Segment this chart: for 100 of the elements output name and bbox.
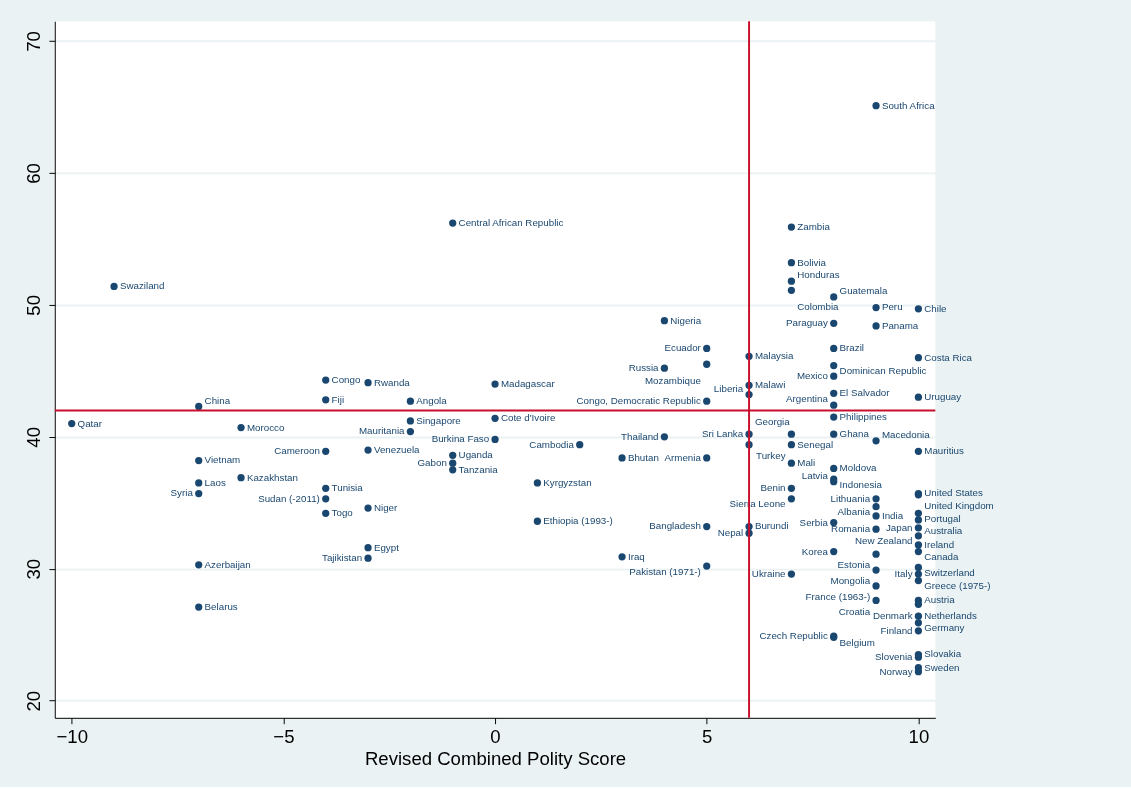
- annotation: Mali: [797, 457, 816, 469]
- annotation: Kazakhstan: [246, 471, 298, 483]
- y-tick-label: 40: [22, 426, 44, 448]
- y-tick-label: 50: [22, 295, 44, 316]
- annotation: Slovenia: [875, 651, 914, 663]
- annotation: Belarus: [204, 600, 238, 612]
- annotation: Azerbaijan: [204, 558, 251, 570]
- annotation: Estonia: [837, 559, 871, 571]
- annotation: Latvia: [801, 469, 829, 481]
- annotation: Ghana: [839, 428, 870, 440]
- annotation: Thailand: [621, 430, 659, 442]
- annotation: Fiji: [331, 393, 345, 405]
- annotation: France (1963-): [805, 591, 871, 603]
- x-tick-label: −5: [273, 725, 295, 747]
- annotation: Argentina: [786, 393, 829, 405]
- annotation: Malawi: [754, 379, 786, 391]
- annotation: Egypt: [373, 541, 400, 553]
- annotation: Honduras: [797, 269, 840, 281]
- annotation: Tajikistan: [322, 552, 363, 564]
- annotation: Mauritius: [924, 445, 964, 457]
- annotation: Singapore: [416, 414, 461, 426]
- annotation: Morocco: [246, 421, 285, 433]
- y-tick-label: 20: [22, 690, 44, 712]
- annotation: Swaziland: [119, 280, 165, 292]
- annotation: Cambodia: [529, 438, 575, 450]
- annotation: Armenia: [664, 451, 702, 463]
- annotation: Mexico: [796, 370, 829, 382]
- annotation: Niger: [373, 501, 399, 513]
- annotation: Mauritania: [358, 425, 406, 437]
- annotation: Denmark: [872, 610, 913, 622]
- annotation: Japan: [885, 521, 913, 533]
- annotation: Vietnam: [204, 454, 241, 466]
- annotation: Burkina Faso: [431, 433, 490, 445]
- annotation: Greece (1975-): [924, 580, 991, 592]
- annotation: Syria: [170, 487, 194, 499]
- annotation: Mozambique: [644, 375, 701, 387]
- annotation: Nepal: [717, 527, 744, 539]
- annotation: El Salvador: [839, 387, 891, 399]
- annotation: Senegal: [797, 439, 834, 451]
- annotation: Costa Rica: [924, 351, 973, 363]
- annotation: Netherlands: [924, 609, 978, 621]
- annotation: Belgium: [839, 636, 875, 648]
- y-tick-label: 60: [22, 163, 44, 184]
- annotation: Colombia: [797, 301, 840, 313]
- annotation: Ireland: [924, 538, 955, 550]
- annotation: South Africa: [881, 99, 936, 111]
- annotation: Czech Republic: [759, 629, 828, 641]
- annotation: Canada: [924, 551, 960, 563]
- annotation: Austria: [924, 594, 956, 606]
- annotation: Moldova: [839, 462, 878, 474]
- x-tick-label: −10: [56, 725, 88, 747]
- annotation: Georgia: [754, 416, 791, 428]
- annotation: Sri Lanka: [701, 428, 744, 440]
- annotation: Romania: [831, 523, 871, 535]
- annotation: Sudan (-2011): [258, 492, 320, 504]
- annotation: Laos: [204, 476, 226, 488]
- annotation: Tunisia: [331, 482, 364, 494]
- annotation: Qatar: [77, 417, 103, 429]
- x-tick-label: 5: [702, 725, 713, 747]
- x-tick-label: 0: [490, 725, 501, 747]
- annotation: Iraq: [627, 550, 645, 562]
- annotation: New Zealand: [854, 535, 913, 547]
- annotation: Venezuela: [373, 443, 421, 455]
- annotation: Turkey: [756, 449, 786, 461]
- x-axis-title: Revised Combined Polity Score: [364, 748, 627, 770]
- x-tick-label: 10: [908, 725, 930, 747]
- annotation: Chile: [924, 302, 947, 314]
- annotation: Pakistan (1971-): [629, 565, 701, 577]
- annotation: Gabon: [417, 457, 447, 469]
- annotation: Togo: [331, 507, 354, 519]
- annotation: Congo: [331, 374, 361, 386]
- annotation: Rwanda: [373, 376, 411, 388]
- annotation: Lithuania: [830, 492, 871, 504]
- annotation: Zambia: [797, 220, 831, 232]
- annotation: Burundi: [754, 520, 789, 532]
- annotation: United States: [924, 487, 984, 499]
- annotation: China: [204, 394, 231, 406]
- annotation: Uganda: [458, 449, 494, 461]
- annotation: Germany: [924, 622, 965, 634]
- annotation: Kyrgyzstan: [543, 476, 592, 488]
- annotation: Liberia: [713, 382, 744, 394]
- annotation: Madagascar: [500, 377, 556, 389]
- annotation: Bolivia: [797, 256, 827, 268]
- annotation: Benin: [760, 482, 786, 494]
- annotation: Norway: [879, 665, 913, 677]
- annotation: Switzerland: [924, 566, 975, 578]
- annotation: Mongolia: [830, 575, 871, 587]
- annotation: Uruguay: [924, 391, 962, 403]
- annotation: Portugal: [924, 512, 961, 524]
- annotation: Macedonia: [881, 429, 931, 441]
- annotation: Italy: [894, 567, 913, 579]
- y-tick-label: 70: [22, 31, 44, 52]
- y-tick-label: 30: [22, 558, 44, 580]
- annotation: India: [881, 509, 904, 521]
- annotation: Slovakia: [924, 648, 962, 660]
- annotation: Sweden: [924, 661, 960, 673]
- annotation: Bhutan: [627, 451, 659, 463]
- annotation: Serbia: [799, 516, 829, 528]
- annotation: Dominican Republic: [839, 365, 927, 377]
- annotation: Guatemala: [839, 285, 888, 297]
